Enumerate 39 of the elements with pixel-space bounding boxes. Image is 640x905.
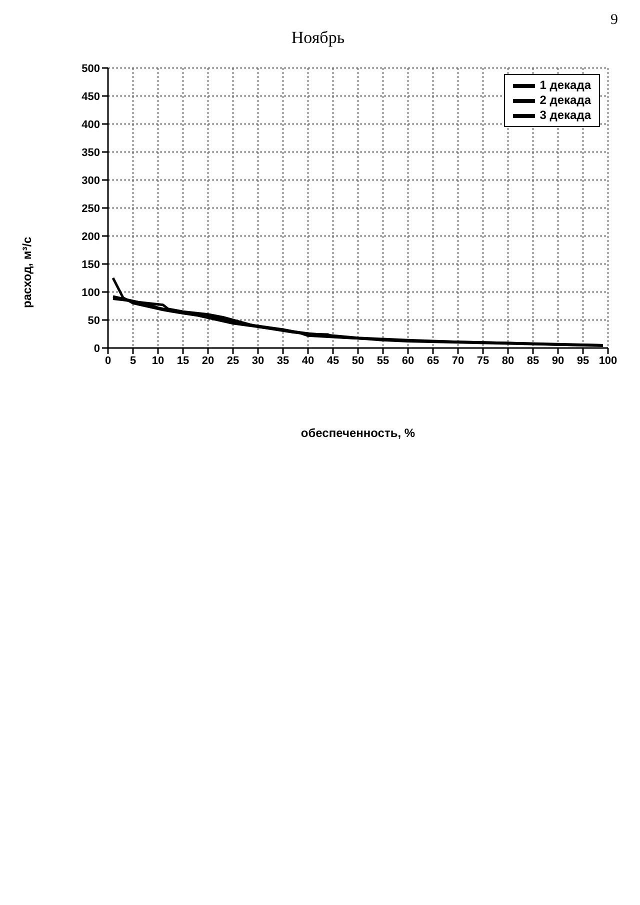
y-tick-label: 300	[82, 174, 100, 187]
legend-label: 1 декада	[540, 78, 591, 93]
y-tick-label: 250	[82, 202, 100, 215]
x-tick-label: 95	[576, 354, 590, 367]
x-tick-label: 35	[276, 354, 290, 367]
x-tick-label: 65	[426, 354, 440, 367]
y-tick-label: 400	[82, 118, 100, 131]
x-tick-label: 70	[452, 354, 464, 367]
x-tick-label: 25	[226, 354, 240, 367]
y-tick-label: 200	[82, 230, 100, 243]
x-tick-label: 5	[130, 354, 136, 367]
y-tick-label: 100	[82, 286, 100, 299]
x-tick-label: 45	[326, 354, 340, 367]
x-tick-label: 80	[502, 354, 514, 367]
y-tick-label: 350	[82, 146, 100, 159]
y-tick-label: 450	[82, 90, 100, 103]
y-axis-title: расход, м³/с	[20, 236, 34, 308]
x-tick-label: 100	[598, 354, 618, 367]
x-tick-label: 0	[104, 354, 112, 367]
y-tick-label: 0	[94, 342, 100, 355]
y-tick-label: 50	[88, 314, 100, 327]
y-tick-label: 150	[82, 258, 100, 271]
x-tick-label: 60	[402, 354, 414, 367]
x-tick-label: 85	[526, 354, 540, 367]
legend-label: 2 декада	[540, 93, 591, 108]
x-tick-label: 75	[476, 354, 490, 367]
x-tick-label: 30	[252, 354, 264, 367]
x-tick-label: 20	[202, 354, 214, 367]
x-tick-label: 15	[176, 354, 190, 367]
chart-title: Ноябрь	[290, 28, 346, 48]
y-tick-label: 500	[82, 62, 100, 75]
legend-label: 3 декада	[540, 108, 591, 123]
x-axis-title: обеспеченность, %	[300, 426, 416, 440]
x-tick-label: 50	[352, 354, 364, 367]
x-tick-label: 90	[552, 354, 564, 367]
x-tick-label: 10	[152, 354, 164, 367]
text: 9	[610, 12, 618, 29]
x-tick-label: 55	[376, 354, 390, 367]
x-tick-label: 40	[302, 354, 314, 367]
